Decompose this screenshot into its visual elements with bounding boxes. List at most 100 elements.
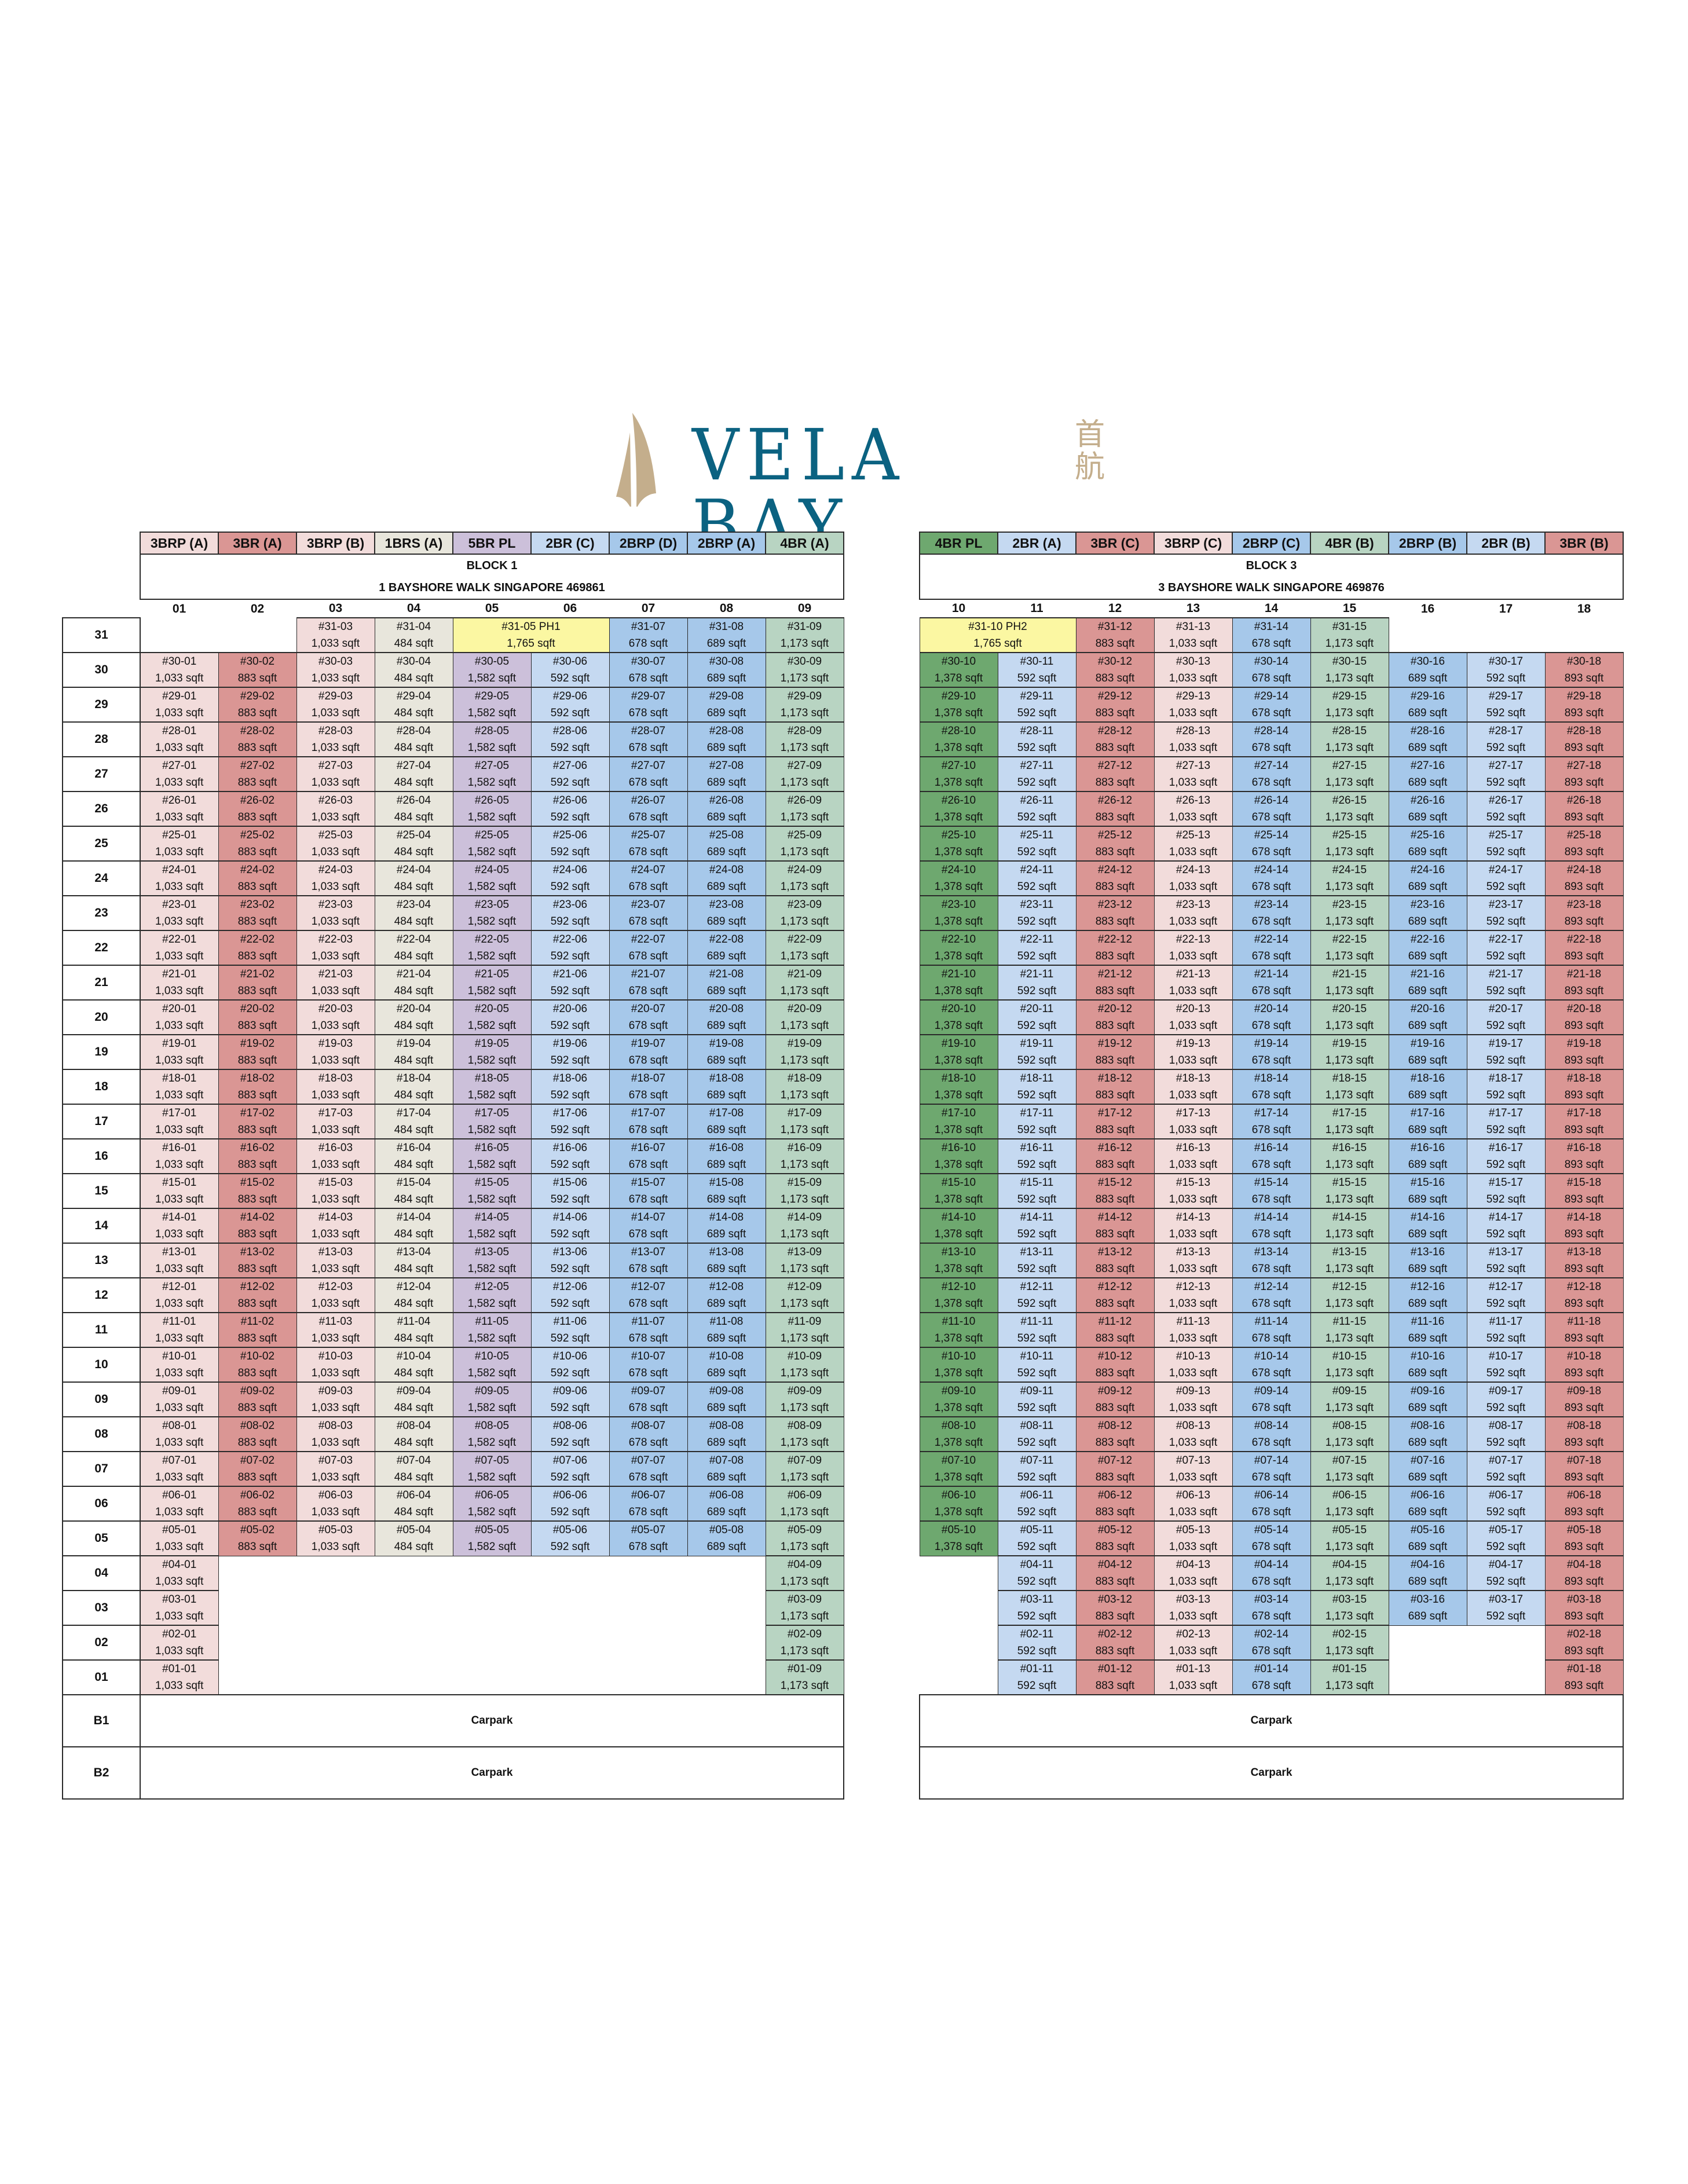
unit-cell[interactable]: #08-14 678 sqft <box>1232 1416 1311 1452</box>
unit-cell[interactable]: #14-05 1,582 sqft <box>452 1208 532 1244</box>
unit-cell[interactable]: #30-09 1,173 sqft <box>765 652 844 688</box>
unit-cell[interactable]: #16-10 1,378 sqft <box>919 1138 998 1174</box>
unit-cell[interactable]: #18-14 678 sqft <box>1232 1069 1311 1105</box>
unit-cell[interactable]: #13-08 689 sqft <box>687 1243 766 1278</box>
unit-cell[interactable]: #04-15 1,173 sqft <box>1310 1555 1389 1591</box>
unit-cell[interactable]: #27-06 592 sqft <box>530 756 610 792</box>
unit-cell[interactable]: #13-14 678 sqft <box>1232 1243 1311 1278</box>
unit-cell[interactable]: #06-01 1,033 sqft <box>140 1486 219 1522</box>
unit-cell[interactable]: #08-18 893 sqft <box>1544 1416 1624 1452</box>
unit-cell[interactable]: #13-02 883 sqft <box>218 1243 297 1278</box>
unit-cell[interactable]: #23-15 1,173 sqft <box>1310 895 1389 931</box>
unit-cell[interactable]: #26-02 883 sqft <box>218 791 297 827</box>
unit-cell[interactable]: #28-16 689 sqft <box>1388 721 1467 757</box>
unit-cell[interactable]: #05-13 1,033 sqft <box>1154 1520 1233 1556</box>
unit-cell[interactable]: #17-12 883 sqft <box>1075 1104 1155 1139</box>
unit-cell[interactable]: #16-08 689 sqft <box>687 1138 766 1174</box>
unit-cell[interactable]: #24-18 893 sqft <box>1544 860 1624 896</box>
unit-cell[interactable]: #27-15 1,173 sqft <box>1310 756 1389 792</box>
unit-cell[interactable]: #31-08 689 sqft <box>687 617 766 653</box>
unit-cell[interactable]: #07-03 1,033 sqft <box>296 1451 375 1487</box>
unit-cell[interactable]: #23-17 592 sqft <box>1466 895 1546 931</box>
unit-cell[interactable]: #16-12 883 sqft <box>1075 1138 1155 1174</box>
unit-cell[interactable]: #16-05 1,582 sqft <box>452 1138 532 1174</box>
unit-cell[interactable]: #23-06 592 sqft <box>530 895 610 931</box>
unit-cell[interactable]: #03-16 689 sqft <box>1388 1590 1467 1626</box>
unit-cell[interactable]: #06-10 1,378 sqft <box>919 1486 998 1522</box>
unit-cell[interactable]: #11-10 1,378 sqft <box>919 1312 998 1348</box>
unit-cell[interactable]: #12-15 1,173 sqft <box>1310 1277 1389 1313</box>
unit-cell[interactable]: #16-01 1,033 sqft <box>140 1138 219 1174</box>
unit-cell[interactable]: #13-15 1,173 sqft <box>1310 1243 1389 1278</box>
unit-cell[interactable]: #30-01 1,033 sqft <box>140 652 219 688</box>
penthouse-unit[interactable]: #31-10 PH2 1,765 sqft <box>919 617 1076 653</box>
unit-cell[interactable]: #28-12 883 sqft <box>1075 721 1155 757</box>
unit-cell[interactable]: #21-16 689 sqft <box>1388 965 1467 1001</box>
unit-cell[interactable]: #22-02 883 sqft <box>218 930 297 966</box>
unit-cell[interactable]: #24-06 592 sqft <box>530 860 610 896</box>
unit-cell[interactable]: #08-05 1,582 sqft <box>452 1416 532 1452</box>
unit-cell[interactable]: #22-13 1,033 sqft <box>1154 930 1233 966</box>
unit-cell[interactable]: #18-18 893 sqft <box>1544 1069 1624 1105</box>
unit-cell[interactable]: #12-14 678 sqft <box>1232 1277 1311 1313</box>
unit-cell[interactable]: #04-13 1,033 sqft <box>1154 1555 1233 1591</box>
unit-cell[interactable]: #22-15 1,173 sqft <box>1310 930 1389 966</box>
unit-cell[interactable]: #10-05 1,582 sqft <box>452 1347 532 1383</box>
unit-cell[interactable]: #09-05 1,582 sqft <box>452 1382 532 1417</box>
unit-cell[interactable]: #06-15 1,173 sqft <box>1310 1486 1389 1522</box>
unit-cell[interactable]: #06-09 1,173 sqft <box>765 1486 844 1522</box>
unit-cell[interactable]: #26-17 592 sqft <box>1466 791 1546 827</box>
unit-cell[interactable]: #22-05 1,582 sqft <box>452 930 532 966</box>
unit-cell[interactable]: #15-06 592 sqft <box>530 1173 610 1209</box>
unit-cell[interactable]: #11-16 689 sqft <box>1388 1312 1467 1348</box>
unit-cell[interactable]: #01-14 678 sqft <box>1232 1659 1311 1695</box>
unit-cell[interactable]: #20-15 1,173 sqft <box>1310 999 1389 1035</box>
unit-cell[interactable]: #24-11 592 sqft <box>997 860 1076 896</box>
unit-cell[interactable]: #14-08 689 sqft <box>687 1208 766 1244</box>
unit-cell[interactable]: #13-10 1,378 sqft <box>919 1243 998 1278</box>
unit-cell[interactable]: #30-13 1,033 sqft <box>1154 652 1233 688</box>
unit-cell[interactable]: #05-01 1,033 sqft <box>140 1520 219 1556</box>
unit-cell[interactable]: #25-01 1,033 sqft <box>140 826 219 862</box>
unit-cell[interactable]: #02-14 678 sqft <box>1232 1625 1311 1661</box>
unit-cell[interactable]: #31-04 484 sqft <box>374 617 453 653</box>
unit-cell[interactable]: #15-05 1,582 sqft <box>452 1173 532 1209</box>
unit-cell[interactable]: #10-10 1,378 sqft <box>919 1347 998 1383</box>
unit-cell[interactable]: #12-12 883 sqft <box>1075 1277 1155 1313</box>
unit-cell[interactable]: #23-10 1,378 sqft <box>919 895 998 931</box>
unit-cell[interactable]: #16-17 592 sqft <box>1466 1138 1546 1174</box>
unit-cell[interactable]: #13-13 1,033 sqft <box>1154 1243 1233 1278</box>
unit-cell[interactable]: #24-09 1,173 sqft <box>765 860 844 896</box>
unit-cell[interactable]: #18-04 484 sqft <box>374 1069 453 1105</box>
unit-cell[interactable]: #14-12 883 sqft <box>1075 1208 1155 1244</box>
unit-cell[interactable]: #24-01 1,033 sqft <box>140 860 219 896</box>
unit-cell[interactable]: #19-12 883 sqft <box>1075 1034 1155 1070</box>
unit-cell[interactable]: #09-06 592 sqft <box>530 1382 610 1417</box>
unit-cell[interactable]: #14-02 883 sqft <box>218 1208 297 1244</box>
unit-cell[interactable]: #19-16 689 sqft <box>1388 1034 1467 1070</box>
unit-cell[interactable]: #08-15 1,173 sqft <box>1310 1416 1389 1452</box>
unit-cell[interactable]: #14-06 592 sqft <box>530 1208 610 1244</box>
unit-cell[interactable]: #09-09 1,173 sqft <box>765 1382 844 1417</box>
unit-cell[interactable]: #22-16 689 sqft <box>1388 930 1467 966</box>
unit-cell[interactable]: #03-09 1,173 sqft <box>765 1590 844 1626</box>
unit-cell[interactable]: #12-04 484 sqft <box>374 1277 453 1313</box>
unit-cell[interactable]: #21-03 1,033 sqft <box>296 965 375 1001</box>
unit-cell[interactable]: #11-14 678 sqft <box>1232 1312 1311 1348</box>
unit-cell[interactable]: #18-16 689 sqft <box>1388 1069 1467 1105</box>
unit-cell[interactable]: #08-13 1,033 sqft <box>1154 1416 1233 1452</box>
unit-cell[interactable]: #15-03 1,033 sqft <box>296 1173 375 1209</box>
unit-cell[interactable]: #16-16 689 sqft <box>1388 1138 1467 1174</box>
unit-cell[interactable]: #02-13 1,033 sqft <box>1154 1625 1233 1661</box>
unit-cell[interactable]: #17-10 1,378 sqft <box>919 1104 998 1139</box>
unit-cell[interactable]: #07-13 1,033 sqft <box>1154 1451 1233 1487</box>
unit-cell[interactable]: #17-02 883 sqft <box>218 1104 297 1139</box>
unit-cell[interactable]: #08-11 592 sqft <box>997 1416 1076 1452</box>
unit-cell[interactable]: #24-12 883 sqft <box>1075 860 1155 896</box>
unit-cell[interactable]: #27-02 883 sqft <box>218 756 297 792</box>
unit-cell[interactable]: #19-17 592 sqft <box>1466 1034 1546 1070</box>
unit-cell[interactable]: #23-11 592 sqft <box>997 895 1076 931</box>
unit-cell[interactable]: #07-18 893 sqft <box>1544 1451 1624 1487</box>
unit-cell[interactable]: #17-13 1,033 sqft <box>1154 1104 1233 1139</box>
unit-cell[interactable]: #14-18 893 sqft <box>1544 1208 1624 1244</box>
